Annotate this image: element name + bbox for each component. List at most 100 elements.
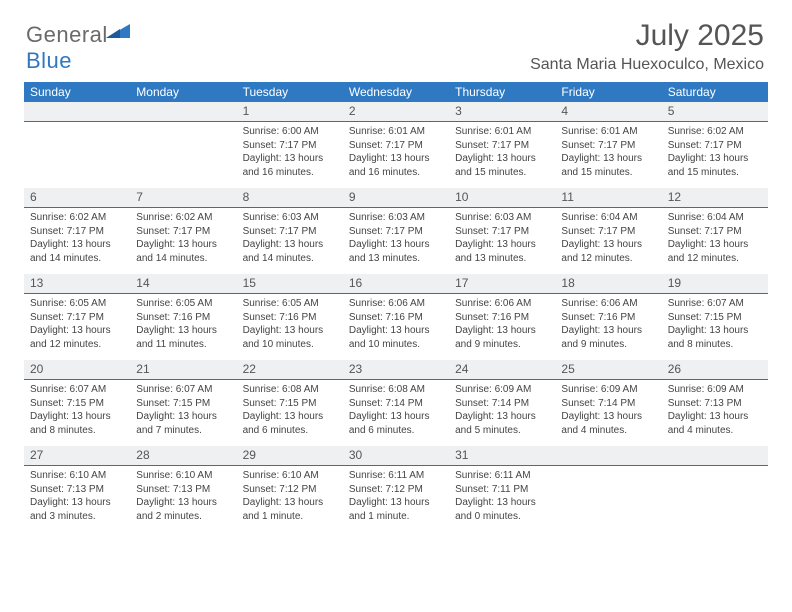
daylight-text: Daylight: 13 hours and 10 minutes. <box>243 324 337 351</box>
calendar-cell: 8Sunrise: 6:03 AMSunset: 7:17 PMDaylight… <box>237 188 343 274</box>
calendar-cell: 4Sunrise: 6:01 AMSunset: 7:17 PMDaylight… <box>555 102 661 188</box>
day-details: Sunrise: 6:09 AMSunset: 7:14 PMDaylight:… <box>555 380 661 441</box>
sunset-text: Sunset: 7:13 PM <box>30 483 124 497</box>
weekday-header: Sunday <box>24 82 130 102</box>
daylight-text: Daylight: 13 hours and 1 minute. <box>349 496 443 523</box>
calendar-cell: 2Sunrise: 6:01 AMSunset: 7:17 PMDaylight… <box>343 102 449 188</box>
day-details: Sunrise: 6:08 AMSunset: 7:14 PMDaylight:… <box>343 380 449 441</box>
calendar-week-row: 13Sunrise: 6:05 AMSunset: 7:17 PMDayligh… <box>24 274 768 360</box>
day-number: 24 <box>449 360 555 381</box>
day-details: Sunrise: 6:05 AMSunset: 7:16 PMDaylight:… <box>237 294 343 355</box>
daylight-text: Daylight: 13 hours and 4 minutes. <box>668 410 762 437</box>
day-details: Sunrise: 6:07 AMSunset: 7:15 PMDaylight:… <box>662 294 768 355</box>
daylight-text: Daylight: 13 hours and 15 minutes. <box>668 152 762 179</box>
day-details: Sunrise: 6:03 AMSunset: 7:17 PMDaylight:… <box>343 208 449 269</box>
daylight-text: Daylight: 13 hours and 7 minutes. <box>136 410 230 437</box>
calendar-cell <box>130 102 236 188</box>
sunrise-text: Sunrise: 6:11 AM <box>349 469 443 483</box>
daylight-text: Daylight: 13 hours and 9 minutes. <box>455 324 549 351</box>
sunset-text: Sunset: 7:17 PM <box>668 139 762 153</box>
sunset-text: Sunset: 7:16 PM <box>349 311 443 325</box>
daylight-text: Daylight: 13 hours and 13 minutes. <box>349 238 443 265</box>
calendar-cell: 29Sunrise: 6:10 AMSunset: 7:12 PMDayligh… <box>237 446 343 532</box>
day-details: Sunrise: 6:01 AMSunset: 7:17 PMDaylight:… <box>555 122 661 183</box>
day-details <box>662 466 768 473</box>
day-number: 22 <box>237 360 343 381</box>
sunrise-text: Sunrise: 6:07 AM <box>668 297 762 311</box>
calendar-cell: 15Sunrise: 6:05 AMSunset: 7:16 PMDayligh… <box>237 274 343 360</box>
day-details: Sunrise: 6:02 AMSunset: 7:17 PMDaylight:… <box>24 208 130 269</box>
sunset-text: Sunset: 7:17 PM <box>561 139 655 153</box>
calendar-cell: 25Sunrise: 6:09 AMSunset: 7:14 PMDayligh… <box>555 360 661 446</box>
day-details: Sunrise: 6:01 AMSunset: 7:17 PMDaylight:… <box>449 122 555 183</box>
day-details: Sunrise: 6:00 AMSunset: 7:17 PMDaylight:… <box>237 122 343 183</box>
weekday-header: Tuesday <box>237 82 343 102</box>
sunset-text: Sunset: 7:12 PM <box>243 483 337 497</box>
sunset-text: Sunset: 7:17 PM <box>561 225 655 239</box>
day-number <box>24 102 130 123</box>
day-number: 19 <box>662 274 768 295</box>
calendar-cell: 7Sunrise: 6:02 AMSunset: 7:17 PMDaylight… <box>130 188 236 274</box>
day-details: Sunrise: 6:10 AMSunset: 7:13 PMDaylight:… <box>24 466 130 527</box>
daylight-text: Daylight: 13 hours and 16 minutes. <box>243 152 337 179</box>
daylight-text: Daylight: 13 hours and 15 minutes. <box>561 152 655 179</box>
month-title: July 2025 <box>24 20 764 52</box>
day-number: 8 <box>237 188 343 209</box>
calendar-week-row: 6Sunrise: 6:02 AMSunset: 7:17 PMDaylight… <box>24 188 768 274</box>
calendar-cell: 22Sunrise: 6:08 AMSunset: 7:15 PMDayligh… <box>237 360 343 446</box>
sunrise-text: Sunrise: 6:04 AM <box>561 211 655 225</box>
day-details: Sunrise: 6:04 AMSunset: 7:17 PMDaylight:… <box>555 208 661 269</box>
sunset-text: Sunset: 7:15 PM <box>243 397 337 411</box>
day-details: Sunrise: 6:08 AMSunset: 7:15 PMDaylight:… <box>237 380 343 441</box>
sunrise-text: Sunrise: 6:03 AM <box>349 211 443 225</box>
day-number: 18 <box>555 274 661 295</box>
day-details: Sunrise: 6:05 AMSunset: 7:16 PMDaylight:… <box>130 294 236 355</box>
day-number: 25 <box>555 360 661 381</box>
calendar-table: Sunday Monday Tuesday Wednesday Thursday… <box>24 82 768 532</box>
day-number: 31 <box>449 446 555 467</box>
day-details: Sunrise: 6:11 AMSunset: 7:11 PMDaylight:… <box>449 466 555 527</box>
calendar-week-row: 20Sunrise: 6:07 AMSunset: 7:15 PMDayligh… <box>24 360 768 446</box>
daylight-text: Daylight: 13 hours and 12 minutes. <box>668 238 762 265</box>
calendar-cell: 30Sunrise: 6:11 AMSunset: 7:12 PMDayligh… <box>343 446 449 532</box>
day-details: Sunrise: 6:04 AMSunset: 7:17 PMDaylight:… <box>662 208 768 269</box>
calendar-cell <box>662 446 768 532</box>
day-details: Sunrise: 6:11 AMSunset: 7:12 PMDaylight:… <box>343 466 449 527</box>
daylight-text: Daylight: 13 hours and 8 minutes. <box>30 410 124 437</box>
sunrise-text: Sunrise: 6:02 AM <box>668 125 762 139</box>
calendar-cell <box>24 102 130 188</box>
location: Santa Maria Huexoculco, Mexico <box>24 56 764 74</box>
sunset-text: Sunset: 7:16 PM <box>136 311 230 325</box>
day-number: 28 <box>130 446 236 467</box>
sunrise-text: Sunrise: 6:08 AM <box>243 383 337 397</box>
sunset-text: Sunset: 7:15 PM <box>136 397 230 411</box>
daylight-text: Daylight: 13 hours and 10 minutes. <box>349 324 443 351</box>
day-details: Sunrise: 6:09 AMSunset: 7:14 PMDaylight:… <box>449 380 555 441</box>
calendar-cell: 6Sunrise: 6:02 AMSunset: 7:17 PMDaylight… <box>24 188 130 274</box>
daylight-text: Daylight: 13 hours and 14 minutes. <box>30 238 124 265</box>
sunset-text: Sunset: 7:15 PM <box>668 311 762 325</box>
daylight-text: Daylight: 13 hours and 9 minutes. <box>561 324 655 351</box>
sunrise-text: Sunrise: 6:10 AM <box>136 469 230 483</box>
sunset-text: Sunset: 7:17 PM <box>455 139 549 153</box>
calendar-cell: 9Sunrise: 6:03 AMSunset: 7:17 PMDaylight… <box>343 188 449 274</box>
day-details: Sunrise: 6:03 AMSunset: 7:17 PMDaylight:… <box>237 208 343 269</box>
calendar-cell: 31Sunrise: 6:11 AMSunset: 7:11 PMDayligh… <box>449 446 555 532</box>
daylight-text: Daylight: 13 hours and 12 minutes. <box>30 324 124 351</box>
day-details: Sunrise: 6:05 AMSunset: 7:17 PMDaylight:… <box>24 294 130 355</box>
sunset-text: Sunset: 7:14 PM <box>349 397 443 411</box>
sunrise-text: Sunrise: 6:11 AM <box>455 469 549 483</box>
calendar-cell: 27Sunrise: 6:10 AMSunset: 7:13 PMDayligh… <box>24 446 130 532</box>
day-number <box>130 102 236 123</box>
day-number: 9 <box>343 188 449 209</box>
daylight-text: Daylight: 13 hours and 0 minutes. <box>455 496 549 523</box>
daylight-text: Daylight: 13 hours and 1 minute. <box>243 496 337 523</box>
day-details <box>130 122 236 129</box>
sunset-text: Sunset: 7:17 PM <box>349 139 443 153</box>
calendar-cell: 1Sunrise: 6:00 AMSunset: 7:17 PMDaylight… <box>237 102 343 188</box>
day-details: Sunrise: 6:02 AMSunset: 7:17 PMDaylight:… <box>130 208 236 269</box>
day-number: 16 <box>343 274 449 295</box>
sunset-text: Sunset: 7:16 PM <box>561 311 655 325</box>
day-details: Sunrise: 6:10 AMSunset: 7:13 PMDaylight:… <box>130 466 236 527</box>
logo-triangle-icon <box>106 22 132 42</box>
